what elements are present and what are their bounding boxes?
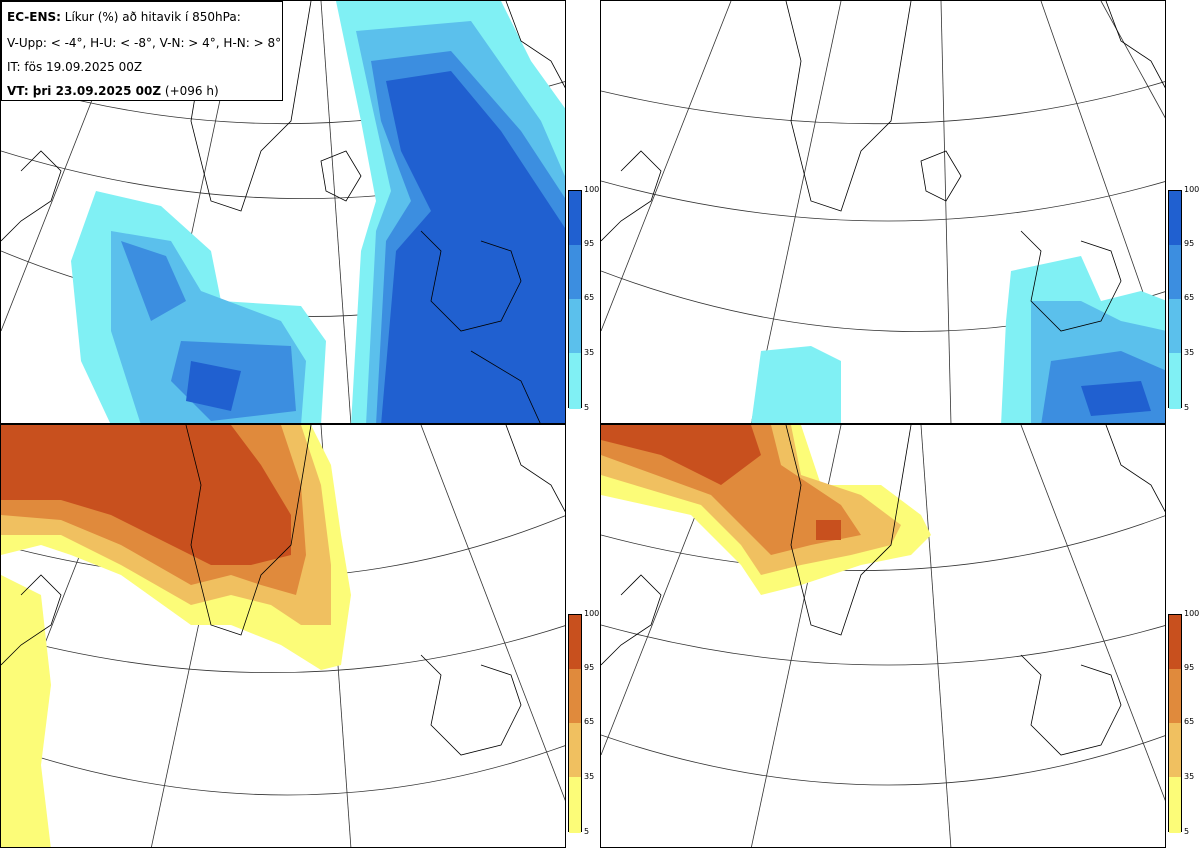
map-cold-8 xyxy=(601,1,1165,423)
legend-thresholds: V-Upp: < -4°, H-U: < -8°, V-N: > 4°, H-N… xyxy=(7,36,282,50)
tick-label: 35 xyxy=(584,348,595,357)
map-warm-8 xyxy=(601,425,1165,847)
colorbar-seg xyxy=(569,669,581,723)
colorbar-warm-bottom-right xyxy=(1168,614,1182,833)
map-cold-4 xyxy=(1,1,565,423)
colorbar-seg xyxy=(569,615,581,669)
tick-label: 65 xyxy=(1184,717,1195,726)
map-panel-bottom-left xyxy=(0,424,566,848)
tick-label: 100 xyxy=(1184,609,1200,618)
legend-box: EC-ENS: Líkur (%) að hitavik í 850hPa: V… xyxy=(1,1,283,101)
legend-title-rest: Líkur (%) að hitavik í 850hPa: xyxy=(60,10,241,24)
legend-valid-time-rest: (+096 h) xyxy=(161,84,219,98)
tick-label: 5 xyxy=(1184,403,1190,412)
tick-label: 100 xyxy=(584,185,600,194)
map-warm-4 xyxy=(1,425,565,847)
colorbar-seg xyxy=(1169,353,1181,409)
tick-label: 65 xyxy=(584,717,595,726)
colorbar-seg xyxy=(569,777,581,833)
tick-label: 65 xyxy=(1184,293,1195,302)
colorbar-seg xyxy=(1169,723,1181,777)
colorbar-seg xyxy=(569,723,581,777)
map-panel-top-left: EC-ENS: Líkur (%) að hitavik í 850hPa: V… xyxy=(0,0,566,424)
tick-label: 100 xyxy=(584,609,600,618)
tick-label: 65 xyxy=(584,293,595,302)
tick-label: 100 xyxy=(1184,185,1200,194)
colorbar-seg xyxy=(569,353,581,409)
colorbar-seg xyxy=(1169,245,1181,299)
tick-label: 5 xyxy=(1184,827,1190,836)
colorbar-seg xyxy=(569,191,581,245)
legend-initial-time: IT: fös 19.09.2025 00Z xyxy=(7,60,143,74)
legend-valid-time-bold: VT: þri 23.09.2025 00Z xyxy=(7,84,162,98)
map-panel-bottom-right xyxy=(600,424,1166,848)
colorbar-warm-bottom-left xyxy=(568,614,582,833)
tick-label: 95 xyxy=(1184,663,1195,672)
tick-label: 35 xyxy=(1184,348,1195,357)
colorbar-seg xyxy=(1169,777,1181,833)
legend-title-bold: EC-ENS: xyxy=(7,10,61,24)
tick-label: 95 xyxy=(1184,239,1195,248)
tick-label: 5 xyxy=(584,403,590,412)
colorbar-seg xyxy=(1169,191,1181,245)
tick-label: 95 xyxy=(584,663,595,672)
tick-label: 5 xyxy=(584,827,590,836)
map-panel-top-right xyxy=(600,0,1166,424)
colorbar-seg xyxy=(569,245,581,299)
colorbar-seg xyxy=(1169,669,1181,723)
colorbar-cold-top-left xyxy=(568,190,582,409)
colorbar-cold-top-right xyxy=(1168,190,1182,409)
colorbar-seg xyxy=(1169,615,1181,669)
tick-label: 35 xyxy=(1184,772,1195,781)
colorbar-seg xyxy=(569,299,581,353)
colorbar-seg xyxy=(1169,299,1181,353)
tick-label: 95 xyxy=(584,239,595,248)
tick-label: 35 xyxy=(584,772,595,781)
